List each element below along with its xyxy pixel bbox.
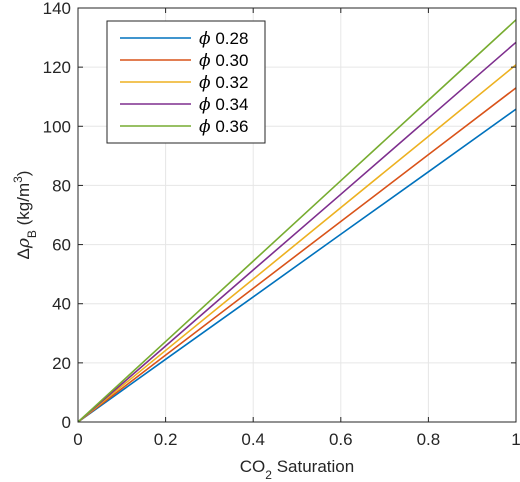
legend-label: ϕ 0.36 (199, 117, 248, 137)
series-line-phi-0.32 (77, 64, 517, 423)
x-tick-label: 1 (511, 430, 520, 449)
x-axis-title: CO2 Saturation (240, 457, 354, 482)
x-tick-label: 0.8 (417, 430, 441, 449)
y-tick-label: 0 (62, 413, 71, 432)
series-line-phi-0.28 (77, 108, 517, 423)
y-axis-title: ΔρB (kg/m3) (11, 171, 39, 260)
series-line-phi-0.30 (77, 87, 517, 423)
x-tick-label: 0.6 (329, 430, 353, 449)
y-tick-labels: 0 20 40 60 80 100 120 140 (43, 0, 71, 432)
y-tick-label: 60 (52, 236, 71, 255)
legend: ϕ 0.28ϕ 0.30ϕ 0.32ϕ 0.34ϕ 0.36 (106, 20, 266, 144)
plot-frame (77, 7, 517, 423)
series-lines (77, 19, 517, 423)
legend-label: ϕ 0.32 (199, 73, 248, 93)
tick-marks (77, 7, 517, 423)
y-tick-label: 80 (52, 176, 71, 195)
legend-label: ϕ 0.28 (199, 29, 248, 49)
legend-label: ϕ 0.34 (199, 95, 248, 115)
x-tick-label: 0 (73, 430, 82, 449)
x-tick-label: 0.4 (241, 430, 265, 449)
y-tick-label: 120 (43, 58, 71, 77)
series-line-phi-0.34 (77, 41, 517, 423)
y-tick-label: 140 (43, 0, 71, 18)
y-tick-label: 40 (52, 295, 71, 314)
y-tick-label: 20 (52, 354, 71, 373)
x-tick-labels: 0 0.2 0.4 0.6 0.8 1 (73, 430, 520, 449)
y-tick-label: 100 (43, 117, 71, 136)
series-line-phi-0.36 (77, 19, 517, 423)
x-tick-label: 0.2 (154, 430, 178, 449)
legend-label: ϕ 0.30 (199, 51, 248, 71)
